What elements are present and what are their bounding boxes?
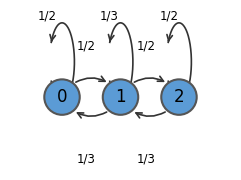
Text: 1/2: 1/2 [76, 39, 95, 52]
Circle shape [103, 79, 138, 115]
Text: 1/2: 1/2 [160, 9, 179, 22]
Text: 1: 1 [115, 88, 126, 106]
Circle shape [44, 79, 80, 115]
Text: 1/2: 1/2 [37, 9, 56, 22]
Text: 1/3: 1/3 [137, 153, 156, 166]
Text: 1/3: 1/3 [76, 153, 95, 166]
Text: 1/3: 1/3 [100, 9, 118, 22]
Circle shape [161, 79, 197, 115]
Text: 0: 0 [57, 88, 67, 106]
Text: 1/2: 1/2 [137, 39, 156, 52]
Text: 2: 2 [174, 88, 184, 106]
